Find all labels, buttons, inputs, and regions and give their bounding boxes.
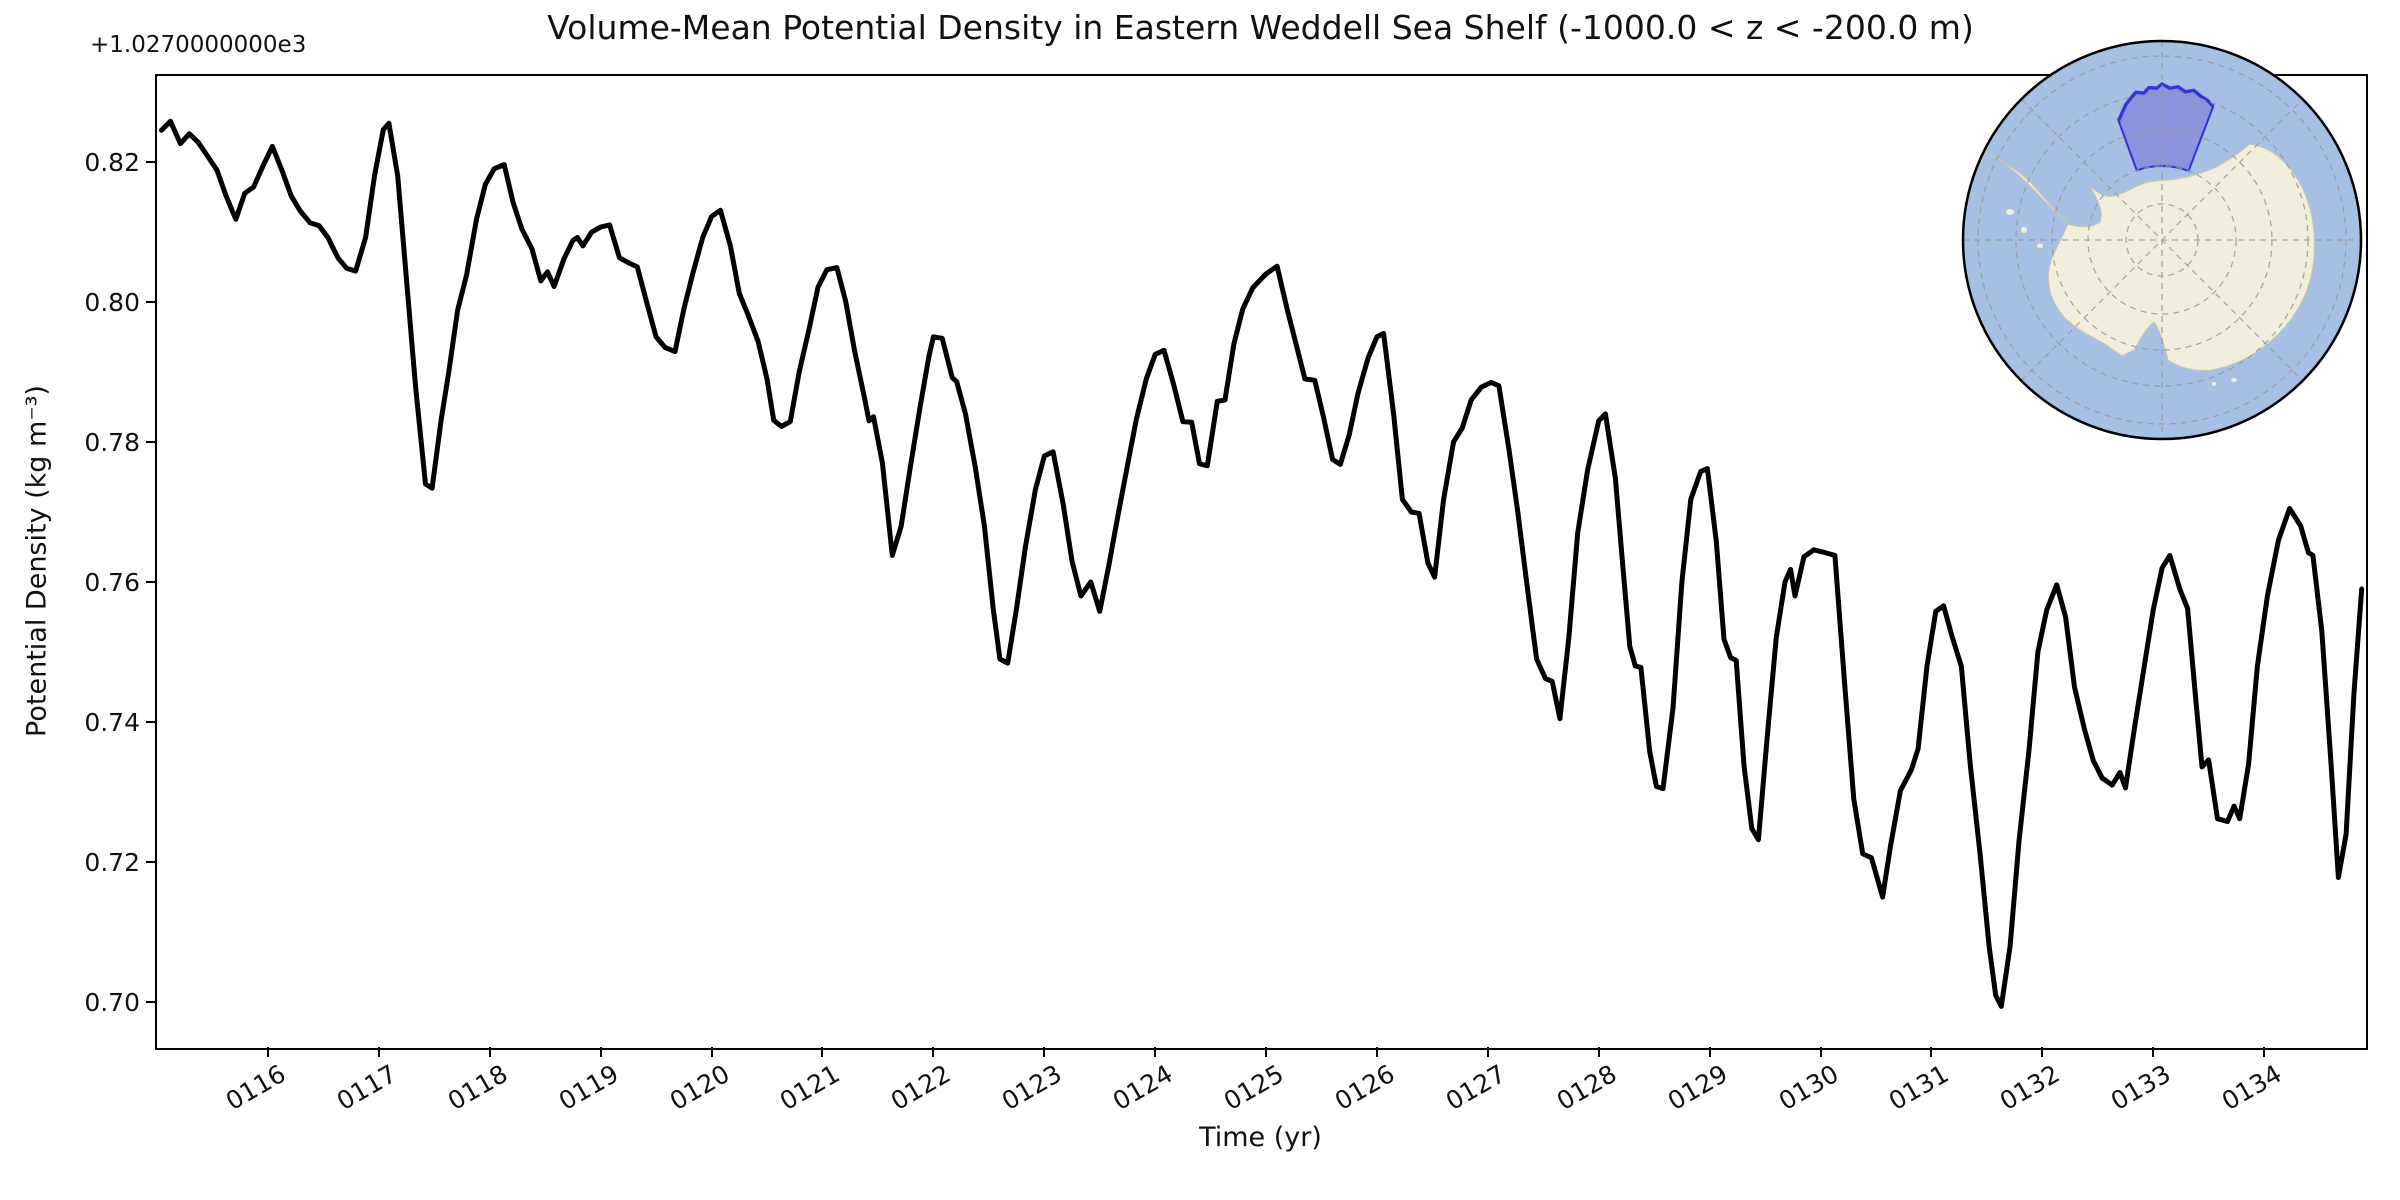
x-tick-mark xyxy=(2263,1047,2266,1057)
y-tick-label: 0.82 xyxy=(84,147,140,177)
x-tick-mark xyxy=(599,1047,602,1057)
highlighted-region-outer-edge xyxy=(2117,82,2215,122)
x-tick-mark xyxy=(2152,1047,2155,1057)
antarctica-landmass xyxy=(1979,143,2315,386)
y-tick-mark xyxy=(146,440,156,443)
y-tick-label: 0.78 xyxy=(84,427,140,457)
globe-outline xyxy=(1961,39,2363,441)
y-axis-offset-text: +1.0270000000e3 xyxy=(90,32,307,58)
x-tick-mark xyxy=(1930,1047,1933,1057)
x-tick-mark xyxy=(1708,1047,1711,1057)
y-tick-mark xyxy=(146,861,156,864)
y-tick-mark xyxy=(146,300,156,303)
y-tick-mark xyxy=(146,1001,156,1004)
x-tick-mark xyxy=(488,1047,491,1057)
y-tick-mark xyxy=(146,160,156,163)
x-tick-mark xyxy=(1043,1047,1046,1057)
chart-title: Volume-Mean Potential Density in Eastern… xyxy=(547,8,1974,47)
x-tick-mark xyxy=(1819,1047,1822,1057)
graticule xyxy=(1963,41,2361,439)
x-tick-mark xyxy=(1486,1047,1489,1057)
x-axis-label: Time (yr) xyxy=(1199,1122,1322,1153)
y-tick-label: 0.70 xyxy=(84,988,140,1018)
y-tick-mark xyxy=(146,581,156,583)
plot-frame xyxy=(155,74,2368,1050)
x-tick-mark xyxy=(267,1047,269,1057)
x-tick-mark xyxy=(821,1047,824,1057)
x-tick-mark xyxy=(1154,1047,1157,1057)
y-tick-label: 0.72 xyxy=(84,848,140,878)
y-tick-label: 0.80 xyxy=(84,287,140,317)
y-tick-mark xyxy=(146,721,156,724)
x-tick-mark xyxy=(1375,1047,1378,1057)
data-line xyxy=(159,118,2365,1009)
x-tick-mark xyxy=(2041,1047,2044,1057)
x-tick-mark xyxy=(377,1047,380,1057)
inset-map xyxy=(1961,39,2363,441)
y-tick-label: 0.76 xyxy=(84,568,140,597)
plot-area xyxy=(159,118,2365,1009)
y-axis-label: Potential Density (kg m⁻³) xyxy=(21,385,53,737)
x-tick-mark xyxy=(1265,1047,1268,1057)
x-tick-mark xyxy=(710,1047,713,1057)
x-tick-mark xyxy=(1597,1047,1600,1057)
x-tick-mark xyxy=(932,1047,935,1057)
y-tick-label: 0.74 xyxy=(84,708,140,738)
